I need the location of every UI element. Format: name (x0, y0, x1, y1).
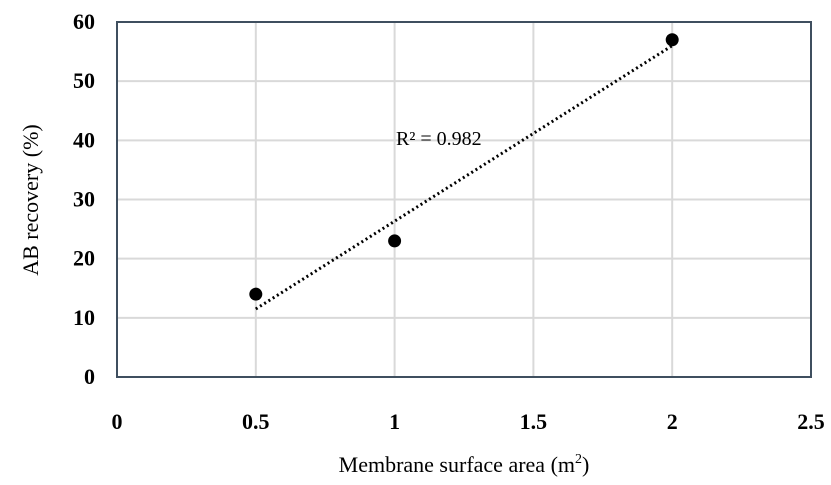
x-tick-label: 2.5 (797, 409, 825, 434)
trendline-group (254, 44, 674, 311)
data-points (249, 33, 679, 301)
y-tick-label: 60 (73, 9, 95, 34)
x-axis-title: Membrane surface area (m2) (339, 452, 590, 477)
x-axis-title-superscript: 2 (575, 452, 582, 467)
x-axis-title-suffix: ) (582, 452, 589, 477)
x-axis-title-main: Membrane surface area (m (339, 452, 575, 477)
y-tick-label: 40 (73, 127, 95, 152)
grid (117, 21, 812, 377)
x-tick-label: 1 (389, 409, 400, 434)
y-tick-label: 50 (73, 68, 95, 93)
data-point (388, 234, 402, 248)
y-tick-label: 20 (73, 246, 95, 271)
y-tick-label: 0 (84, 364, 95, 389)
x-tick-label: 1.5 (520, 409, 548, 434)
y-axis-title: AB recovery (%) (18, 124, 43, 276)
y-tick-label: 10 (73, 305, 95, 330)
plot-area-border (116, 21, 812, 378)
data-point (249, 287, 263, 301)
r-squared-label: R² = 0.982 (396, 128, 482, 150)
x-tick-label: 0 (112, 409, 123, 434)
x-axis-ticks: 0 0.5 1 1.5 2 2.5 (112, 409, 825, 434)
x-tick-label: 2 (667, 409, 678, 434)
y-axis-ticks: 0 10 20 30 40 50 60 (73, 9, 95, 389)
y-tick-label: 30 (73, 187, 95, 212)
data-point (665, 33, 679, 47)
x-tick-label: 0.5 (242, 409, 270, 434)
trendline (254, 44, 674, 311)
